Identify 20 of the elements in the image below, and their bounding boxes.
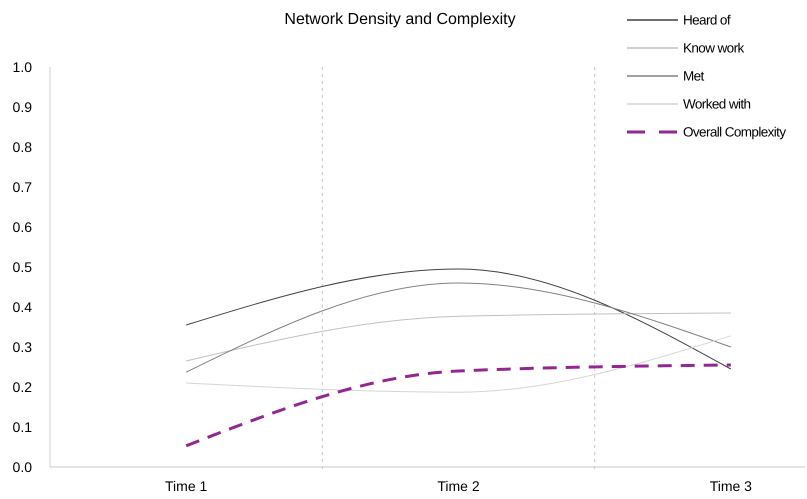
legend-label: Heard of bbox=[683, 12, 731, 28]
chart-title: Network Density and Complexity bbox=[284, 11, 516, 28]
x-tick-label: Time 1 bbox=[165, 478, 208, 494]
y-tick-label: 1.0 bbox=[12, 58, 32, 75]
y-tick-label: 0.9 bbox=[12, 98, 32, 115]
y-tick-label: 0.6 bbox=[12, 218, 32, 235]
y-tick-label: 0.8 bbox=[12, 138, 32, 155]
y-tick-label: 0.7 bbox=[12, 178, 32, 195]
x-tick-label: Time 2 bbox=[437, 478, 480, 494]
x-tick-label: Time 3 bbox=[710, 478, 752, 494]
y-tick-label: 0.1 bbox=[12, 418, 32, 435]
y-tick-label: 0.2 bbox=[12, 378, 32, 395]
y-tick-label: 0.5 bbox=[12, 258, 32, 275]
legend-label: Know work bbox=[683, 40, 744, 56]
y-tick-label: 0.0 bbox=[12, 458, 32, 475]
legend-label: Met bbox=[683, 68, 705, 84]
y-tick-label: 0.3 bbox=[12, 338, 32, 355]
y-tick-label: 0.4 bbox=[12, 298, 32, 315]
legend-label: Worked with bbox=[683, 96, 751, 112]
legend-label: Overall Complexity bbox=[683, 124, 786, 140]
